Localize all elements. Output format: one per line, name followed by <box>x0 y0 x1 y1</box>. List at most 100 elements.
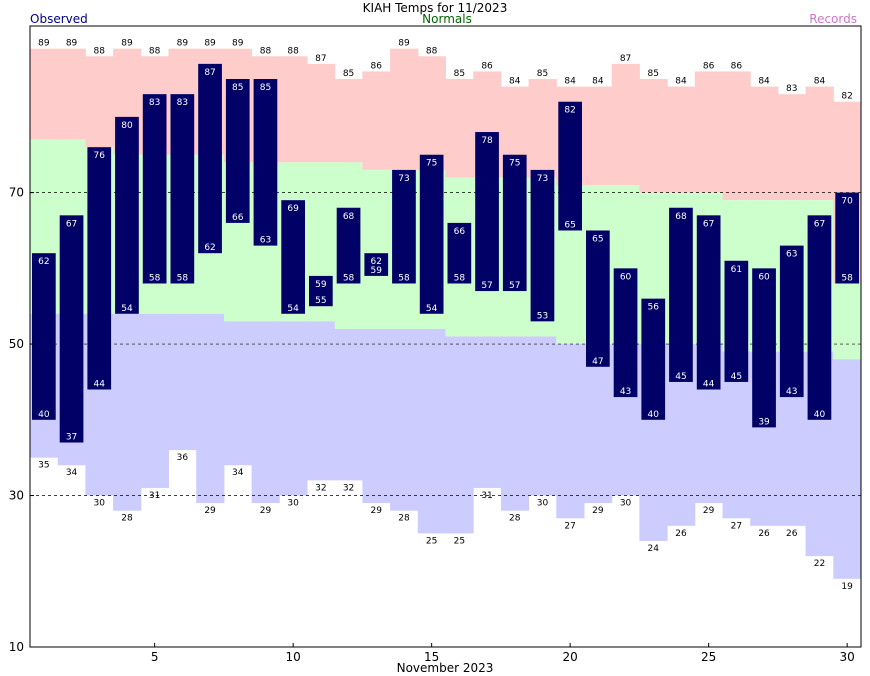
observed-bar <box>392 169 416 284</box>
obs-high-label: 65 <box>592 234 603 244</box>
observed-bar <box>336 207 361 284</box>
record-high-label: 88 <box>426 46 438 56</box>
obs-low-label: 63 <box>260 236 271 246</box>
obs-high-label: 68 <box>675 212 687 222</box>
obs-low-label: 58 <box>343 273 355 283</box>
obs-low-label: 39 <box>758 417 770 427</box>
record-low-band <box>362 328 391 504</box>
record-low-band <box>279 321 308 496</box>
record-low-label: 25 <box>426 536 437 546</box>
record-high-band <box>722 71 751 201</box>
record-high-label: 84 <box>564 77 576 87</box>
record-high-label: 88 <box>149 46 161 56</box>
observed-bar <box>669 207 693 382</box>
observed-bar <box>558 101 582 231</box>
observed-bar <box>586 230 610 367</box>
record-high-band <box>57 48 86 140</box>
record-low-band <box>445 336 474 534</box>
record-low-label: 26 <box>675 529 687 539</box>
record-high-band <box>362 71 391 170</box>
record-low-label: 30 <box>537 499 549 509</box>
record-low-label: 31 <box>149 491 160 501</box>
observed-bar <box>752 268 776 428</box>
record-high-label: 84 <box>814 77 826 87</box>
obs-high-label: 83 <box>149 98 160 108</box>
obs-low-label: 58 <box>177 273 189 283</box>
obs-high-label: 75 <box>509 159 520 169</box>
y-tick-label: 10 <box>9 640 24 654</box>
observed-bar <box>142 94 167 284</box>
observed-bar <box>779 245 804 398</box>
x-tick-label: 20 <box>563 650 578 664</box>
record-high-label: 84 <box>758 77 770 87</box>
observed-bar <box>419 154 444 314</box>
record-high-label: 86 <box>703 61 715 71</box>
record-high-label: 84 <box>509 77 521 87</box>
obs-low-label: 55 <box>315 296 326 306</box>
record-high-band <box>334 79 363 163</box>
chart-title: KIAH Temps for 11/2023 <box>363 1 508 15</box>
record-high-label: 86 <box>371 61 383 71</box>
obs-high-label: 68 <box>343 212 355 222</box>
observed-bar <box>87 147 112 390</box>
record-low-label: 28 <box>121 514 133 524</box>
observed-bar <box>32 253 56 420</box>
obs-low-label: 57 <box>481 281 492 291</box>
record-low-band <box>556 344 585 519</box>
record-high-label: 86 <box>731 61 743 71</box>
record-high-band <box>30 48 59 140</box>
y-tick-label: 50 <box>9 337 24 351</box>
x-tick-label: 10 <box>286 650 301 664</box>
record-low-label: 32 <box>343 483 354 493</box>
record-high-label: 84 <box>592 77 604 87</box>
observed-bar <box>530 169 555 322</box>
obs-low-label: 44 <box>94 380 106 390</box>
observed-bar <box>641 298 666 420</box>
record-high-label: 89 <box>232 39 244 49</box>
observed-bar <box>253 79 278 246</box>
record-low-band <box>140 313 169 488</box>
obs-high-label: 70 <box>841 197 853 207</box>
record-high-band <box>611 63 640 186</box>
record-low-label: 28 <box>509 514 521 524</box>
record-high-band <box>750 86 779 201</box>
record-low-label: 35 <box>38 461 49 471</box>
record-low-band <box>584 344 613 504</box>
obs-low-label: 59 <box>371 266 383 276</box>
record-low-band <box>251 321 280 504</box>
normal-band <box>362 169 391 329</box>
observed-bar <box>198 63 222 254</box>
record-low-label: 25 <box>454 536 465 546</box>
record-high-label: 89 <box>204 39 216 49</box>
record-high-label: 88 <box>94 46 106 56</box>
obs-low-label: 57 <box>509 281 520 291</box>
obs-low-label: 58 <box>149 273 161 283</box>
obs-low-label: 43 <box>786 387 797 397</box>
record-high-label: 85 <box>343 69 354 79</box>
record-high-band <box>667 86 696 193</box>
record-high-band <box>777 94 807 201</box>
observed-bar <box>309 275 333 307</box>
value-labels: 62 40 89 35 67 37 89 34 76 44 88 30 80 54 89 28 83 58 88 31… <box>38 39 853 592</box>
obs-low-label: 54 <box>121 304 133 314</box>
record-low-label: 26 <box>786 529 798 539</box>
record-high-label: 89 <box>177 39 189 49</box>
observed-bar <box>225 79 250 223</box>
obs-low-label: 53 <box>537 311 548 321</box>
record-high-band <box>694 71 723 193</box>
record-low-band <box>417 328 446 534</box>
x-axis-label: November 2023 <box>397 661 494 675</box>
y-tick-label: 70 <box>9 186 24 200</box>
record-high-label: 89 <box>398 39 410 49</box>
obs-low-label: 54 <box>426 304 438 314</box>
obs-low-label: 45 <box>731 372 742 382</box>
record-high-band <box>307 63 336 163</box>
obs-low-label: 65 <box>564 220 575 230</box>
obs-high-label: 67 <box>703 219 714 229</box>
record-low-label: 29 <box>371 506 383 516</box>
record-low-band <box>223 321 253 466</box>
record-high-band <box>639 79 668 193</box>
obs-high-label: 60 <box>620 272 632 282</box>
record-low-band <box>528 336 557 496</box>
obs-high-label: 69 <box>287 204 299 214</box>
